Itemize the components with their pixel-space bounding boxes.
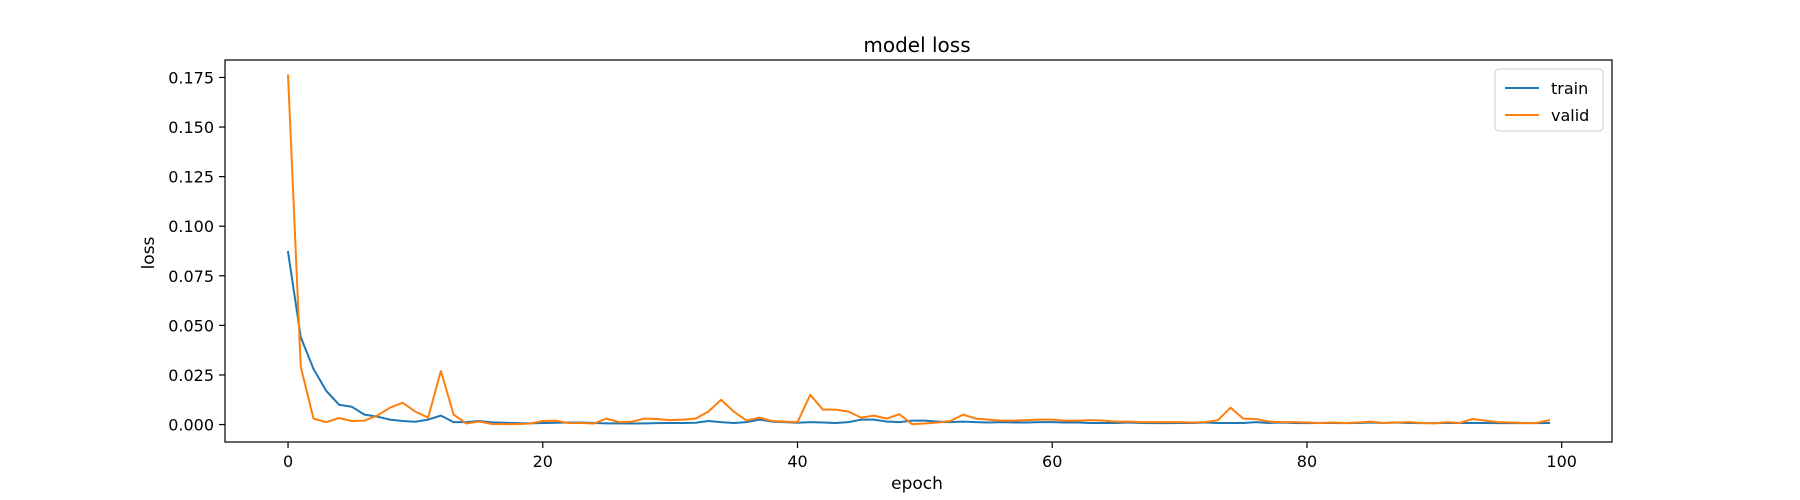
x-tick-label: 80 xyxy=(1297,452,1317,471)
plot-frame xyxy=(224,59,1613,443)
series-line-train xyxy=(286,250,1550,425)
y-tick-label: 0.125 xyxy=(168,168,214,187)
y-tick-label: 0.025 xyxy=(168,366,214,385)
legend-label-train: train xyxy=(1551,79,1588,98)
y-tick-label: 0.050 xyxy=(168,316,214,335)
x-tick-label: 100 xyxy=(1546,452,1577,471)
x-axis-label: epoch xyxy=(891,474,943,494)
x-tick-label: 0 xyxy=(283,452,293,471)
y-tick-label: 0.000 xyxy=(168,416,214,435)
y-tick-label: 0.075 xyxy=(168,267,214,286)
x-axis: 0 20 40 60 80 100 xyxy=(283,442,1577,471)
plot-area xyxy=(224,59,1613,443)
y-tick-label: 0.150 xyxy=(168,118,214,137)
x-tick-label: 20 xyxy=(533,452,553,471)
legend: train valid xyxy=(1494,68,1604,132)
y-axis: 0.000 0.025 0.050 0.075 0.100 0.125 0.150 0.175 xyxy=(168,68,225,435)
y-tick-label: 0.100 xyxy=(168,217,214,236)
series-line-valid xyxy=(287,74,1551,426)
y-tick-label: 0.175 xyxy=(168,68,214,87)
x-tick-label: 40 xyxy=(787,452,807,471)
chart-title: model loss xyxy=(863,33,970,57)
x-tick-label: 60 xyxy=(1042,452,1062,471)
legend-label-valid: valid xyxy=(1551,106,1589,125)
y-axis-label: loss xyxy=(139,236,159,269)
